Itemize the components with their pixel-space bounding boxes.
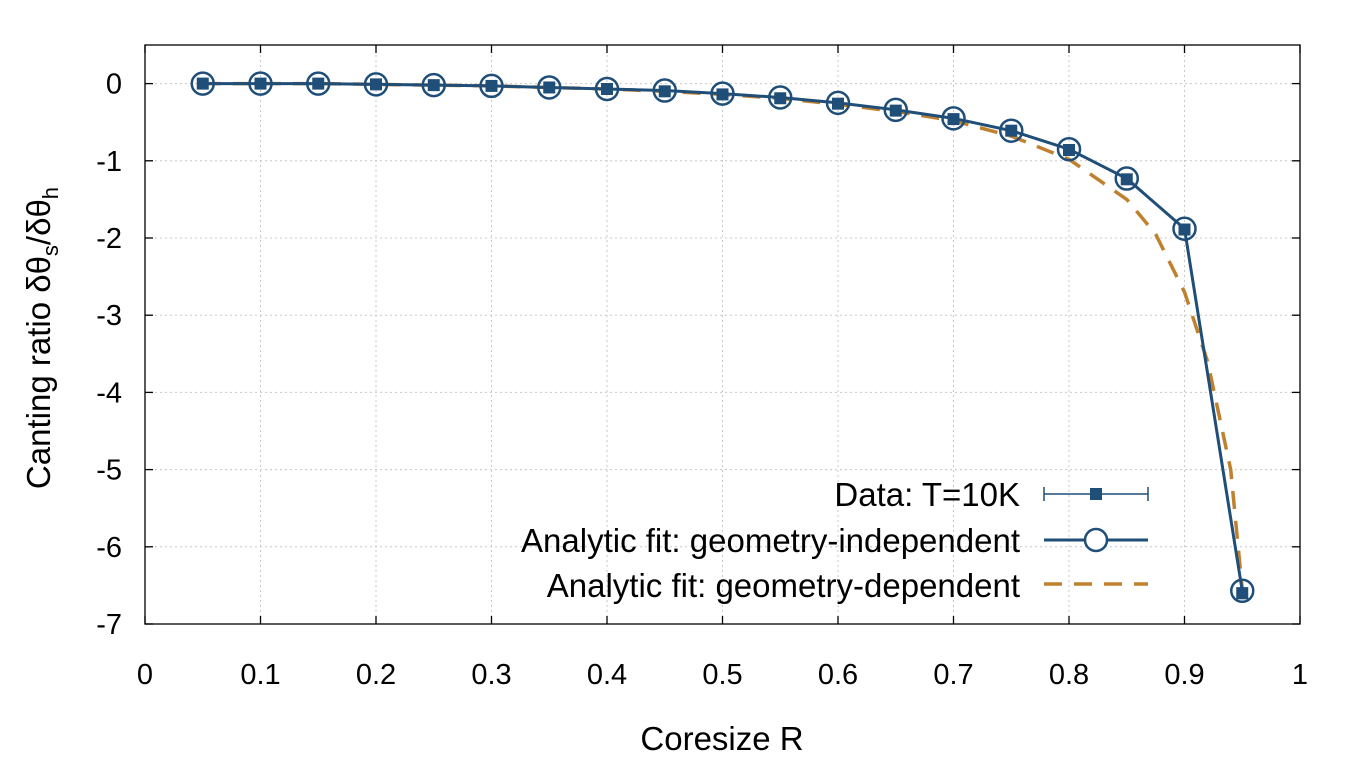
y-axis-title-main: Canting ratio δθ [20,256,57,489]
x-tick-label: 1 [1292,659,1308,691]
data-point-square [716,88,729,101]
legend: Data: T=10K Analytic fit: geometry-indep… [521,476,1149,604]
x-tick-label: 0.7 [933,659,973,691]
x-axis-title: Coresize R [640,720,803,757]
fit-point-circle [941,106,966,131]
data-point-square [254,77,267,90]
data-point-square [485,79,498,92]
y-axis-title-mid: /δθ [20,199,57,245]
x-tick-label: 0.9 [1164,659,1204,691]
data-point-square [1005,124,1018,137]
data-point-square [196,77,209,90]
x-tick-label: 0.5 [702,659,742,691]
fit-point-circle [363,72,389,97]
axis-ticks: 0 0.1 0.2 0.3 0.4 0.5 0.6 0.7 0.8 0.9 1 0 -1 -2 -3 -4 -5… [96,45,1308,691]
fit-point-circle [768,85,793,110]
data-point-square [601,83,613,96]
x-tick-label: 0.8 [1049,659,1089,691]
fit-point-circle [537,75,562,100]
legend-label-data: Data: T=10K [834,476,1020,513]
x-tick-label: 0 [137,659,153,691]
legend-swatch-geometry-independent [1044,527,1148,553]
fit-point-circle [999,118,1024,143]
x-tick-label: 0.6 [818,659,858,691]
fit-point-circle [1056,136,1082,162]
data-point-square [1063,143,1075,156]
fit-point-circle [421,72,446,98]
y-tick-label: -4 [96,377,122,409]
fit-point-circle [479,73,504,99]
y-tick-label: -6 [96,532,122,564]
legend-label-geometry-dependent: Analytic fit: geometry-dependent [547,567,1020,604]
data-point-square [1178,223,1191,236]
legend-label-geometry-independent: Analytic fit: geometry-independent [521,522,1020,559]
fit-point-circle [825,90,851,116]
y-axis-title-sub-h: h [38,187,63,199]
x-tick-label: 0.2 [356,659,396,691]
x-tick-label: 0.4 [587,659,627,691]
data-point-square [312,77,325,90]
fit-point-circle [306,71,331,96]
y-axis-title-sub-s: s [38,245,63,256]
data-point-square [774,92,787,105]
fit-point-circle [652,78,677,103]
fit-point-circle [1114,166,1139,191]
series-layer [190,71,1255,604]
x-tick-label: 0.1 [240,659,280,691]
y-tick-label: -3 [96,300,122,332]
data-point-square [658,85,671,98]
y-tick-label: 0 [106,69,122,101]
legend-swatch-data [1043,487,1149,501]
grid [145,45,1300,624]
data-point-square [832,97,844,110]
fit-point-circle [190,71,215,96]
y-tick-label: -1 [96,146,122,178]
y-axis-title: Canting ratio δθs/δθh [20,187,63,489]
x-tick-label: 0.3 [471,659,511,691]
y-tick-label: -5 [96,455,122,487]
data-point-square [370,78,382,91]
fit-point-circle [1230,578,1255,604]
data-point-square [543,81,556,94]
data-point-square [889,104,902,117]
y-tick-label: -2 [96,223,122,255]
fit-point-circle [248,71,273,96]
fit-point-circle [883,97,908,123]
fit-point-circle [1172,216,1197,241]
data-point-square [947,113,960,126]
fit-point-circle [594,76,620,102]
fit-point-circle [710,81,735,106]
data-point-square [1236,587,1249,600]
y-tick-label: -7 [96,609,122,641]
data-point-square [1120,173,1133,186]
data-point-square [427,79,440,92]
series-geometry-independent-line [202,82,1244,592]
